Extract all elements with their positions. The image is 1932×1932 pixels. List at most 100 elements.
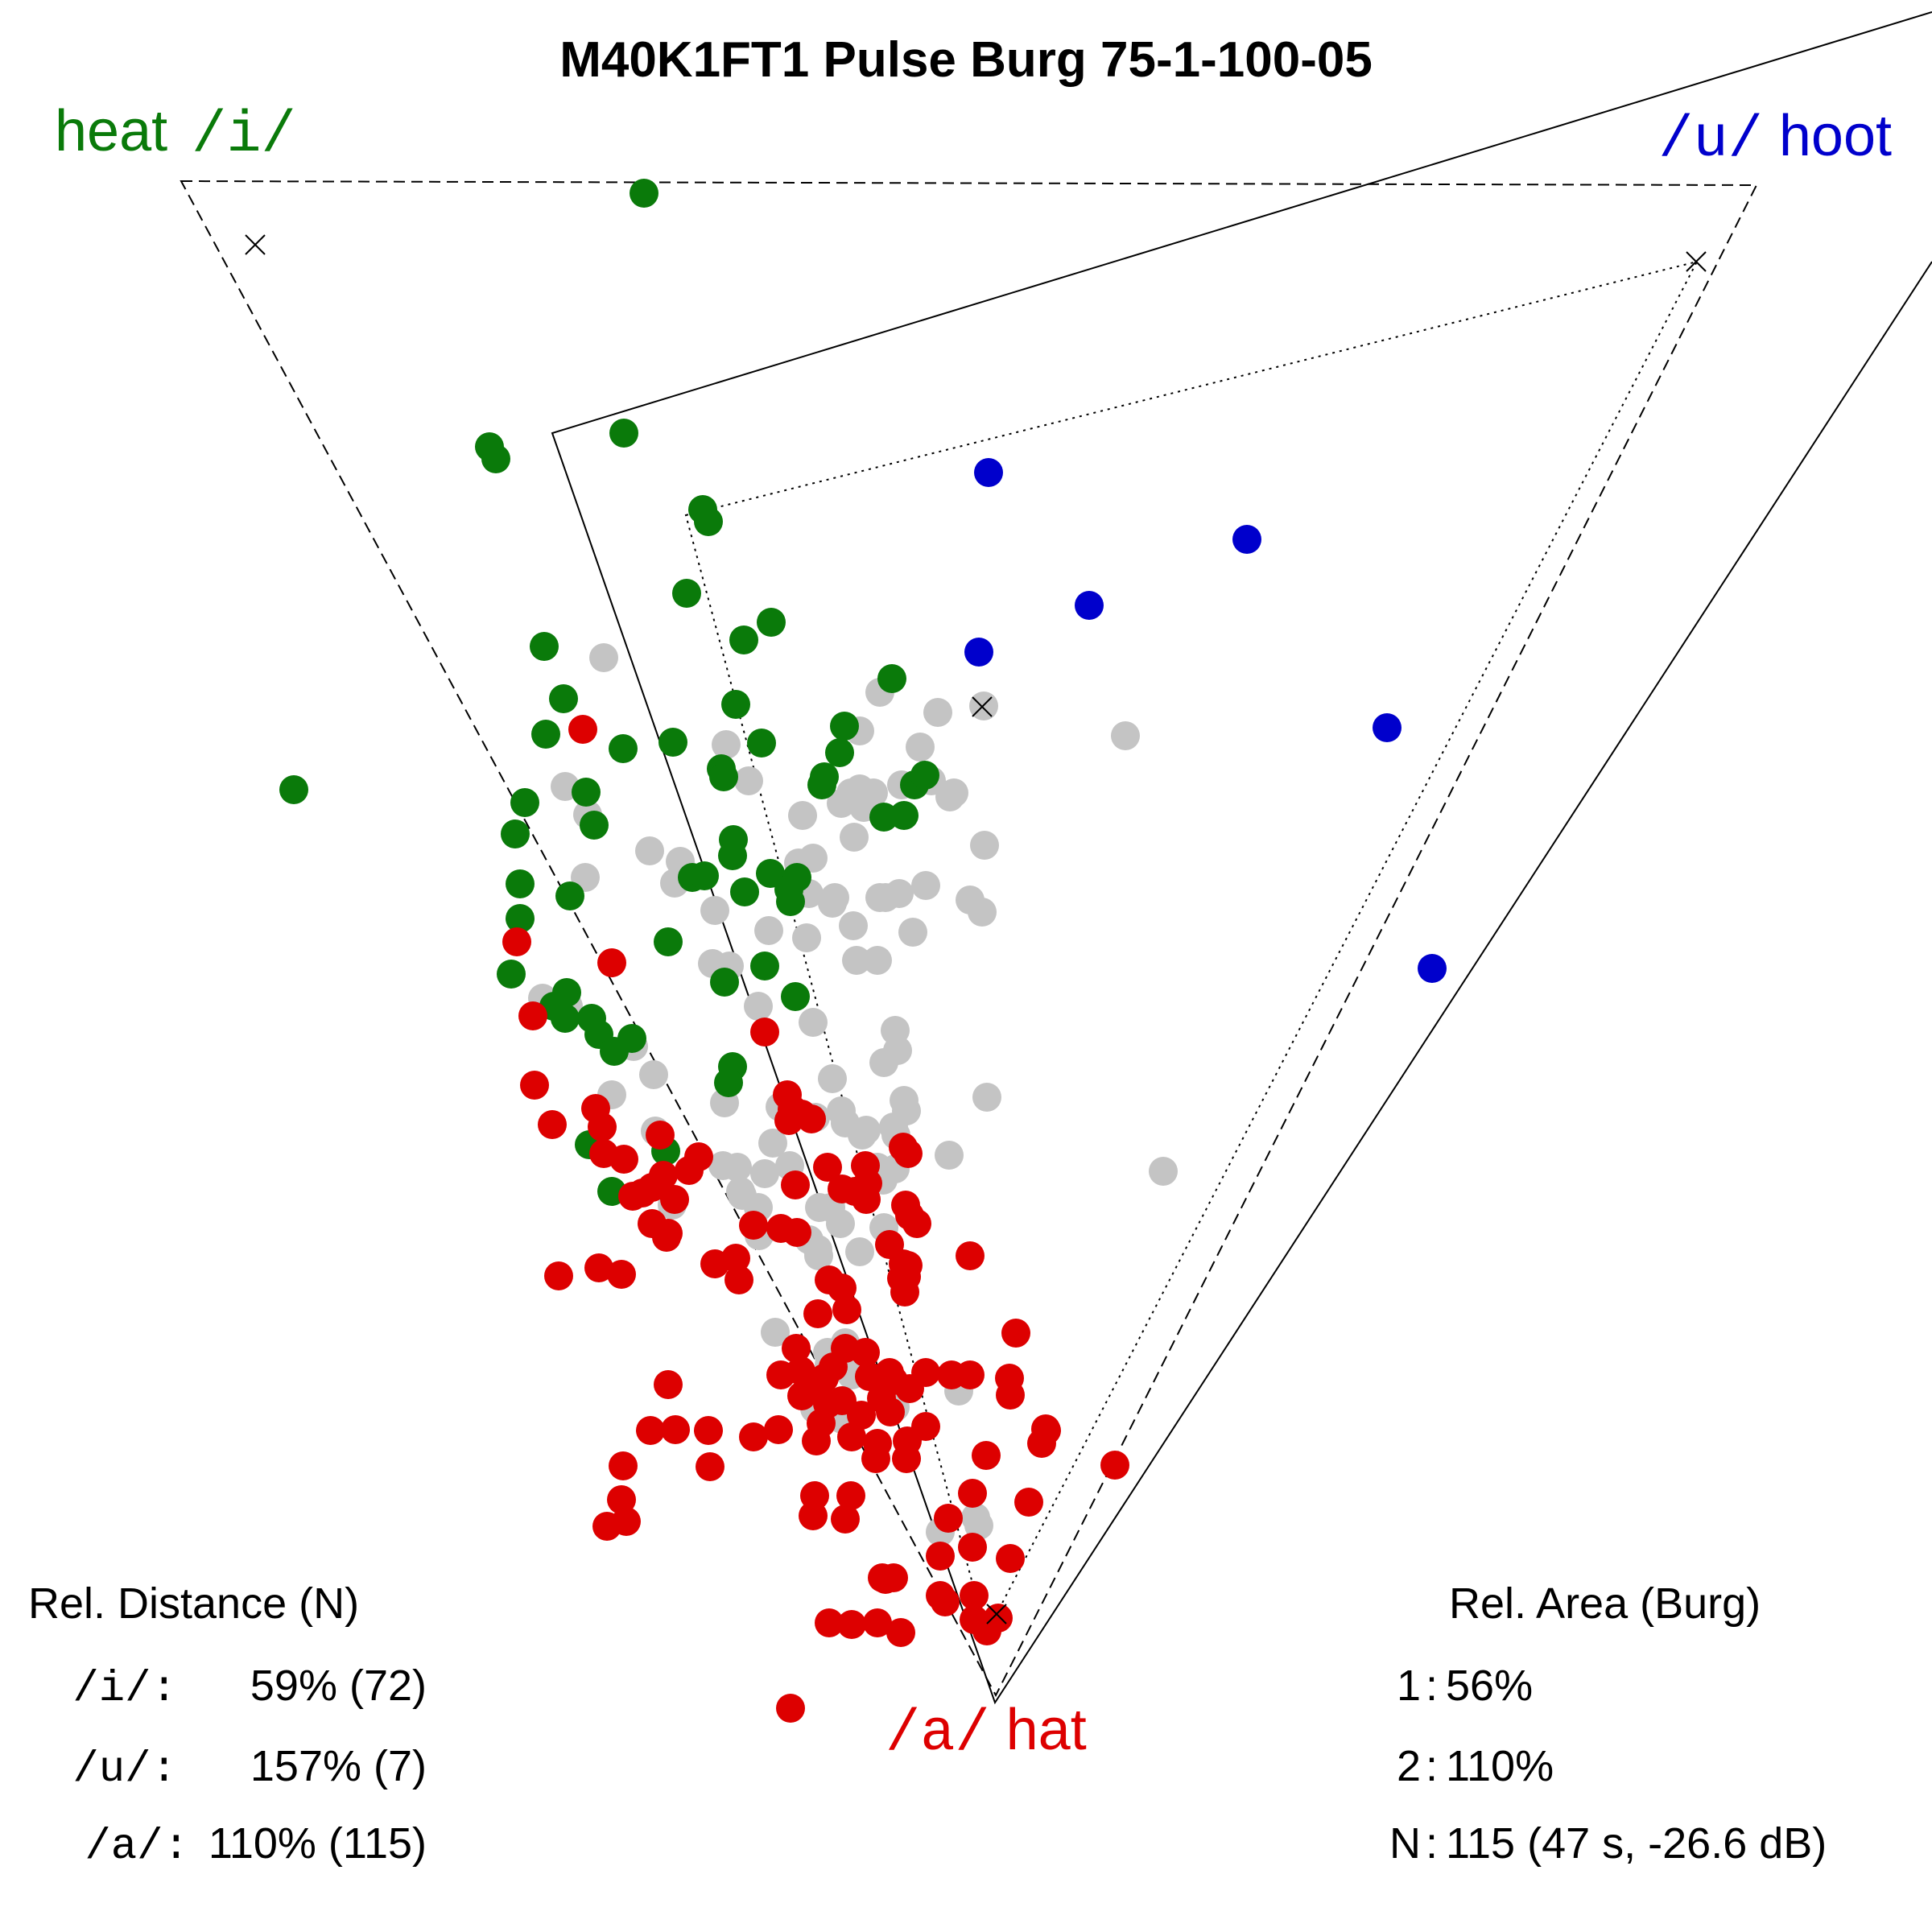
point-i-51 [551,1004,580,1033]
point-other-66 [852,1116,881,1145]
point-a-30 [660,1185,689,1214]
point-other-42 [898,918,927,947]
point-other-57 [818,1064,847,1093]
point-a-124 [837,1610,866,1639]
point-a-81 [847,1401,876,1430]
point-i-60 [279,775,308,804]
point-i-10 [549,684,578,713]
point-a-109 [607,1485,636,1514]
point-other-43 [842,946,871,975]
rel-distance-u-value: 157% (7) [250,1742,427,1790]
hat-symbol: /a/ [886,1701,990,1767]
point-i-14 [658,728,687,757]
point-a-8 [588,1113,617,1141]
point-i-0 [630,179,658,208]
point-other-87 [805,1193,834,1222]
point-a-52 [544,1261,573,1290]
point-a-106 [799,1501,828,1530]
rel-distance-a-value: 110% (115) [208,1819,427,1868]
point-a-65 [766,1360,795,1389]
point-other-37 [839,911,868,940]
point-other-110 [964,1511,993,1540]
point-a-93 [764,1415,793,1444]
heat-symbol: /i/ [192,102,296,168]
point-a-82 [876,1397,905,1426]
point-other-92 [826,1209,855,1238]
point-other-72 [750,1159,779,1188]
point-other-41 [792,923,821,952]
point-i-46 [710,968,739,997]
point-a-101 [1100,1451,1129,1480]
point-i-35 [730,877,759,906]
point-i-41 [506,869,535,898]
hat-word: hat [1006,1698,1087,1762]
point-i-25 [807,770,836,799]
point-other-19 [939,778,968,807]
point-a-1 [502,927,531,956]
relative-distance-panel: Rel. Distance (N) /i/: 59% (72) /u/: 157… [28,1579,427,1872]
point-other-0 [589,643,618,672]
point-a-17 [609,1145,638,1174]
rel-area-n-value: 115 (47 s, -26.6 dB) [1446,1819,1827,1868]
point-a-68 [855,1362,884,1391]
point-i-17 [830,712,859,741]
point-other-48 [799,1008,828,1037]
point-i-22 [572,778,601,807]
point-i-44 [750,952,779,980]
chart-title: M40K1FT1 Pulse Burg 75-1-100-05 [559,32,1373,88]
point-i-8 [530,632,559,661]
point-i-15 [721,690,750,719]
point-other-18 [970,831,999,860]
point-i-45 [497,960,526,989]
point-a-103 [836,1481,865,1510]
point-a-36 [902,1209,931,1238]
point-a-116 [996,1544,1025,1573]
point-a-42 [782,1218,811,1247]
point-a-74 [911,1358,940,1387]
centroid-center-marker [972,696,993,717]
point-a-37 [956,1241,985,1270]
centroid-u-marker [1686,251,1707,272]
point-i-27 [890,801,919,830]
rel-area-header: Rel. Area (Burg) [1449,1579,1761,1628]
point-other-6 [712,730,741,759]
point-a-104 [1014,1488,1043,1517]
point-u-1 [1232,525,1261,554]
point-a-78 [996,1381,1025,1410]
point-other-76 [1149,1157,1178,1186]
point-a-105 [831,1505,860,1534]
point-other-7 [906,733,935,762]
point-a-88 [636,1416,665,1445]
point-a-60 [1001,1319,1030,1348]
point-a-129 [984,1604,1013,1633]
data-points [279,179,1447,1723]
point-a-38 [739,1211,768,1240]
point-a-53 [584,1253,613,1282]
point-other-44 [863,946,892,975]
point-other-47 [744,992,773,1021]
point-i-47 [781,982,810,1011]
point-a-0 [568,715,597,744]
point-a-9 [646,1121,675,1150]
heat-label: heat/i/ [55,99,296,168]
point-other-70 [827,1096,856,1125]
point-other-16 [788,801,817,830]
hoot-symbol: /u/ [1658,107,1763,173]
point-i-43 [654,927,683,956]
point-a-130 [776,1694,805,1723]
point-other-36 [818,889,847,918]
rel-area-2-value: 110% [1446,1742,1554,1790]
point-a-115 [926,1542,955,1571]
point-a-62 [851,1338,880,1367]
rel-area-1-value: 56% [1446,1662,1533,1710]
rel-distance-a-label: /a/: [85,1823,189,1872]
point-u-0 [974,458,1003,487]
point-a-119 [871,1565,900,1594]
point-a-4 [750,1018,779,1046]
relative-area-panel: Rel. Area (Burg) 1 : 56% 2 : 110% N : 11… [1389,1579,1827,1868]
point-a-2 [597,948,626,977]
point-a-92 [739,1422,768,1451]
point-a-100 [1032,1416,1061,1445]
point-a-33 [840,1177,869,1206]
